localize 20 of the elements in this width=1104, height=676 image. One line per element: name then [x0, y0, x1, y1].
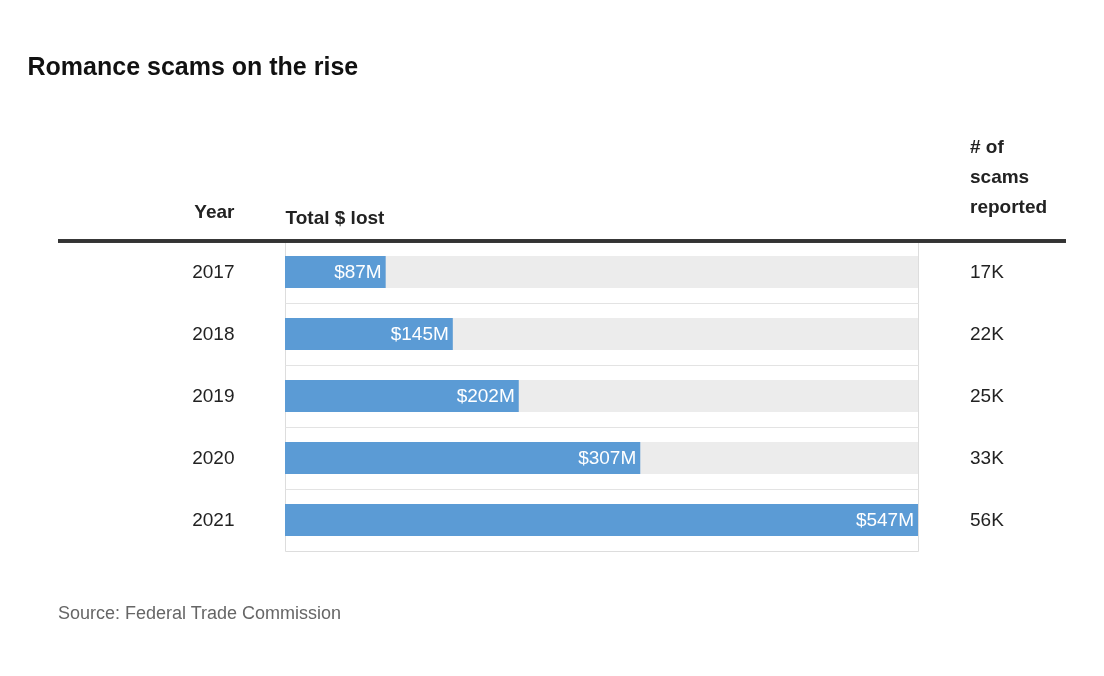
chart-title: Romance scams on the rise [27, 52, 359, 80]
text: 22K [970, 323, 1005, 344]
y-tick-label: 2018 [192, 323, 235, 344]
text: 33K [970, 447, 1005, 468]
data-label: $307M [578, 447, 637, 468]
text: # of scams reported [970, 136, 1048, 217]
source-note: Source: Federal Trade Commission [58, 603, 342, 623]
data-label: $202M [456, 385, 515, 406]
y-tick-label: 2021 [192, 509, 235, 530]
y-tick-label: 2017 [192, 261, 235, 282]
x-axis-title: Total $ lost [285, 206, 386, 228]
text: 25K [970, 385, 1005, 406]
y-axis-title: Year [194, 200, 236, 222]
data-label: $145M [390, 323, 449, 344]
y-tick-label: 2020 [192, 447, 235, 468]
y-tick-label: 2019 [192, 385, 235, 406]
text: 56K [970, 509, 1005, 530]
data-label: $547M [855, 509, 914, 530]
data-label: $87M [334, 261, 382, 282]
text: 17K [970, 261, 1005, 282]
